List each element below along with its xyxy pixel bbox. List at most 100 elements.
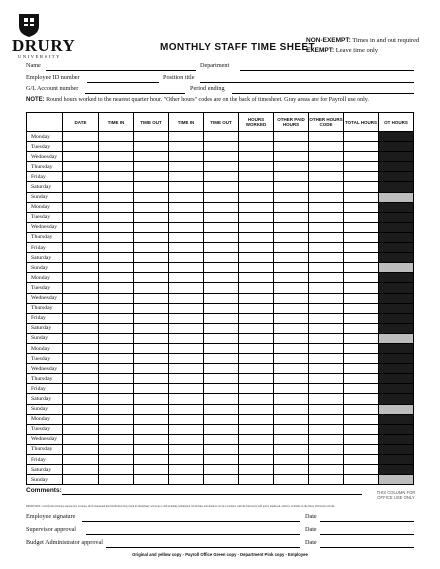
entry-cell[interactable]: [98, 141, 134, 153]
entry-cell[interactable]: [203, 181, 239, 193]
entry-cell[interactable]: [168, 342, 204, 355]
entry-cell[interactable]: [98, 474, 134, 486]
entry-cell[interactable]: [238, 292, 274, 304]
entry-cell[interactable]: [62, 302, 99, 314]
entry-cell[interactable]: [133, 242, 169, 254]
entry-cell[interactable]: [343, 292, 379, 304]
entry-cell[interactable]: [98, 191, 134, 203]
entry-cell[interactable]: [273, 130, 309, 143]
entry-cell[interactable]: [343, 282, 379, 294]
entry-cell[interactable]: [62, 151, 99, 163]
entry-cell[interactable]: [343, 403, 379, 415]
entry-cell[interactable]: [308, 201, 344, 213]
entry-cell[interactable]: [98, 353, 134, 365]
entry-cell[interactable]: [308, 322, 344, 334]
entry-cell[interactable]: [273, 413, 309, 425]
entry-cell[interactable]: [273, 191, 309, 203]
entry-cell[interactable]: [168, 453, 204, 466]
entry-cell[interactable]: [343, 474, 379, 486]
entry-cell[interactable]: [203, 423, 239, 435]
entry-cell[interactable]: [273, 201, 309, 213]
entry-cell[interactable]: [168, 282, 204, 294]
entry-cell[interactable]: [168, 191, 204, 203]
entry-cell[interactable]: [203, 242, 239, 254]
entry-cell[interactable]: [62, 262, 99, 274]
entry-cell[interactable]: [98, 403, 134, 415]
entry-cell[interactable]: [343, 373, 379, 385]
entry-cell[interactable]: [273, 464, 309, 476]
entry-cell[interactable]: [62, 332, 99, 344]
entry-cell[interactable]: [62, 231, 99, 244]
entry-cell[interactable]: [273, 242, 309, 254]
entry-cell[interactable]: [273, 262, 309, 274]
entry-cell[interactable]: [308, 151, 344, 163]
entry-cell[interactable]: [168, 423, 204, 435]
entry-cell[interactable]: [273, 252, 309, 264]
entry-cell[interactable]: [343, 393, 379, 405]
employee-id-field[interactable]: [87, 82, 159, 83]
entry-cell[interactable]: [308, 272, 344, 284]
entry-cell[interactable]: [62, 191, 99, 203]
entry-cell[interactable]: [168, 393, 204, 405]
entry-cell[interactable]: [133, 322, 169, 334]
entry-cell[interactable]: [168, 221, 204, 233]
entry-cell[interactable]: [238, 252, 274, 264]
entry-cell[interactable]: [238, 141, 274, 153]
entry-cell[interactable]: [273, 302, 309, 314]
entry-cell[interactable]: [98, 201, 134, 213]
entry-cell[interactable]: [203, 292, 239, 304]
entry-cell[interactable]: [238, 353, 274, 365]
entry-cell[interactable]: [62, 443, 99, 456]
entry-cell[interactable]: [62, 252, 99, 264]
entry-cell[interactable]: [62, 474, 99, 486]
entry-cell[interactable]: [273, 332, 309, 344]
entry-cell[interactable]: [203, 322, 239, 334]
entry-cell[interactable]: [343, 322, 379, 334]
entry-cell[interactable]: [133, 383, 169, 395]
entry-cell[interactable]: [133, 191, 169, 203]
entry-cell[interactable]: [308, 474, 344, 486]
entry-cell[interactable]: [168, 332, 204, 344]
entry-cell[interactable]: [238, 151, 274, 163]
entry-cell[interactable]: [168, 211, 204, 223]
entry-cell[interactable]: [98, 242, 134, 254]
entry-cell[interactable]: [343, 312, 379, 324]
entry-cell[interactable]: [168, 413, 204, 425]
entry-cell[interactable]: [308, 413, 344, 425]
entry-cell[interactable]: [273, 171, 309, 183]
entry-cell[interactable]: [343, 272, 379, 284]
entry-cell[interactable]: [98, 453, 134, 466]
entry-cell[interactable]: [168, 252, 204, 264]
entry-cell[interactable]: [62, 181, 99, 193]
entry-cell[interactable]: [62, 221, 99, 233]
entry-cell[interactable]: [133, 201, 169, 213]
entry-cell[interactable]: [98, 464, 134, 476]
department-field[interactable]: [240, 70, 414, 71]
entry-cell[interactable]: [62, 393, 99, 405]
entry-cell[interactable]: [343, 383, 379, 395]
entry-cell[interactable]: [343, 211, 379, 223]
entry-cell[interactable]: [343, 302, 379, 314]
entry-cell[interactable]: [168, 181, 204, 193]
entry-cell[interactable]: [62, 383, 99, 395]
entry-cell[interactable]: [343, 242, 379, 254]
entry-cell[interactable]: [273, 342, 309, 355]
entry-cell[interactable]: [203, 342, 239, 355]
entry-cell[interactable]: [98, 443, 134, 456]
entry-cell[interactable]: [168, 171, 204, 183]
entry-cell[interactable]: [308, 292, 344, 304]
entry-cell[interactable]: [62, 453, 99, 466]
budget-admin-date-field[interactable]: [320, 547, 414, 548]
entry-cell[interactable]: [238, 211, 274, 223]
entry-cell[interactable]: [98, 181, 134, 193]
entry-cell[interactable]: [203, 171, 239, 183]
entry-cell[interactable]: [203, 221, 239, 233]
entry-cell[interactable]: [203, 474, 239, 486]
entry-cell[interactable]: [238, 403, 274, 415]
entry-cell[interactable]: [62, 373, 99, 385]
entry-cell[interactable]: [308, 423, 344, 435]
entry-cell[interactable]: [343, 161, 379, 173]
entry-cell[interactable]: [343, 433, 379, 445]
entry-cell[interactable]: [203, 141, 239, 153]
entry-cell[interactable]: [133, 211, 169, 223]
